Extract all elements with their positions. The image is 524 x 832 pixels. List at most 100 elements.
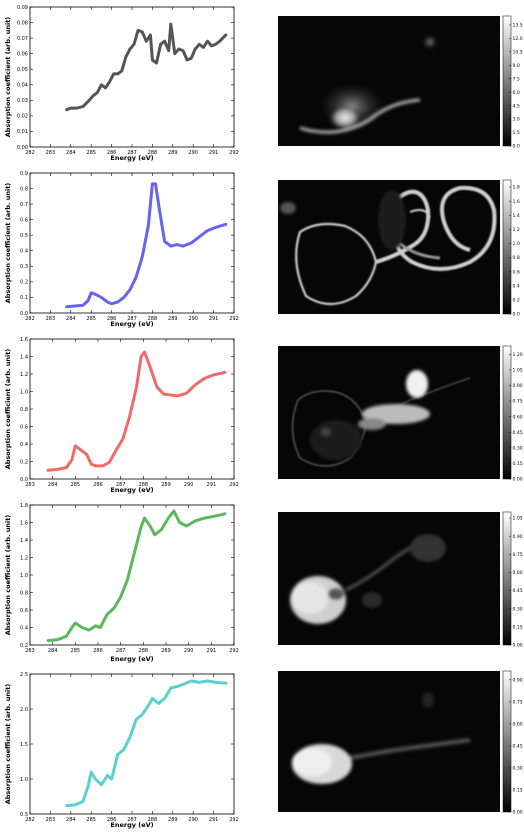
colorbar: 0.00 0.15 0.30 0.45 0.60 0.75 0.90 1.05 bbox=[502, 511, 523, 649]
x-tick-label: 286 bbox=[107, 316, 117, 322]
x-tick-label: 284 bbox=[48, 482, 58, 488]
x-tick-label: 289 bbox=[168, 316, 178, 322]
colorbar-tick-label: 1.6 bbox=[513, 199, 520, 205]
y-tick-label: 0.2 bbox=[20, 459, 28, 465]
x-tick-label: 290 bbox=[188, 150, 198, 156]
colorbar-tick-label: 0.2 bbox=[513, 297, 520, 303]
y-tick-label: 1.4 bbox=[20, 354, 28, 360]
x-tick-label: 290 bbox=[184, 482, 194, 488]
y-tick-label: 0.4 bbox=[20, 625, 28, 631]
y-tick-label: 0.07 bbox=[17, 36, 28, 42]
colorbar-tick-label: 0.75 bbox=[513, 399, 523, 405]
y-tick-label: 0.05 bbox=[17, 67, 28, 73]
x-tick-label: 286 bbox=[107, 817, 117, 823]
x-tick-label: 286 bbox=[93, 482, 103, 488]
y-tick-label: 0.5 bbox=[20, 812, 28, 818]
y-tick-label: 0.0 bbox=[20, 477, 28, 483]
colorbar-tick-label: 4.5 bbox=[513, 103, 520, 109]
colorbar-tick-label: 3.0 bbox=[513, 117, 520, 123]
colorbar-tick-label: 0.45 bbox=[513, 744, 523, 750]
y-tick-label: 0.6 bbox=[20, 608, 28, 614]
y-tick-label: 0.09 bbox=[17, 5, 28, 11]
y-tick-label: 0.4 bbox=[20, 442, 28, 448]
y-tick-label: 1.0 bbox=[20, 573, 28, 579]
x-tick-label: 287 bbox=[127, 817, 137, 823]
x-tick-label: 289 bbox=[168, 150, 178, 156]
colorbar: 0.00 0.15 0.30 0.45 0.60 0.75 0.90 bbox=[502, 670, 523, 816]
colorbar-tick-label: 1.05 bbox=[513, 516, 523, 522]
x-tick-label: 290 bbox=[184, 648, 194, 654]
y-tick-label: 0.7 bbox=[20, 202, 28, 208]
y-tick-label: 1.0 bbox=[20, 389, 28, 395]
x-tick-label: 284 bbox=[48, 648, 58, 654]
plot-frame bbox=[29, 172, 235, 314]
y-tick-label: 0.6 bbox=[20, 424, 28, 430]
x-tick-label: 292 bbox=[229, 482, 239, 488]
row-4: 283 284 285 286 287 288 289 290 291 2920.20.40.60… bbox=[4, 503, 523, 663]
y-axis-label: Absorption coefficient (arb. unit) bbox=[4, 684, 12, 805]
y-tick-label: 0.2 bbox=[20, 280, 28, 286]
colorbar-tick-label: 0.4 bbox=[513, 283, 520, 289]
x-tick-label: 282 bbox=[25, 316, 35, 322]
colorbar-gradient bbox=[502, 15, 512, 147]
colorbar-tick-label: 0.90 bbox=[513, 534, 523, 540]
absorption-map-3: 0.00 0.15 0.30 0.45 0.60 0.75 0.90 1.05 1.20 bbox=[278, 345, 523, 483]
x-tick-label: 284 bbox=[66, 817, 76, 823]
colorbar-tick-label: 0.30 bbox=[513, 606, 523, 612]
axes-ticks: 282 283 284 285 286 287 288 289 290 291 292 0.00 0.0… bbox=[17, 5, 239, 156]
x-tick-label: 289 bbox=[161, 648, 171, 654]
y-tick-label: 1.5 bbox=[20, 742, 28, 748]
y-tick-label: 2.0 bbox=[20, 707, 28, 713]
y-tick-label: 0.3 bbox=[20, 264, 28, 270]
y-tick-label: 1.0 bbox=[20, 777, 28, 783]
spectrum-plot-2: 282 283 284 285 286 287 288 289 290 291 292 0.0 0.1 0… bbox=[4, 171, 239, 328]
y-tick-label: 0.8 bbox=[20, 186, 28, 192]
x-tick-label: 283 bbox=[25, 648, 35, 654]
x-tick-label: 285 bbox=[86, 150, 96, 156]
colorbar-gradient bbox=[502, 345, 512, 480]
x-tick-label: 290 bbox=[188, 316, 198, 322]
colorbar-tick-label: 13.5 bbox=[513, 23, 523, 29]
x-tick-label: 287 bbox=[116, 648, 126, 654]
x-axis-label: Energy (eV) bbox=[110, 154, 153, 162]
colorbar-tick-label: 0.0 bbox=[513, 312, 520, 318]
spectrum-plot-1: 282 283 284 285 286 287 288 289 290 291 292 0.00 0.0… bbox=[4, 5, 239, 162]
colorbar-tick-label: 12.0 bbox=[513, 36, 523, 42]
colorbar-tick-label: 0.30 bbox=[513, 445, 523, 451]
y-axis-label: Absorption coefficient (arb. unit) bbox=[4, 515, 12, 636]
y-tick-label: 1.8 bbox=[20, 503, 28, 509]
x-tick-label: 284 bbox=[66, 150, 76, 156]
y-tick-label: 0.0 bbox=[20, 311, 28, 317]
spectrum-plot-3: 283 284 285 286 287 288 289 290 291 292 0.0 0.2 0.4 0… bbox=[4, 337, 239, 494]
colorbar: 0.0 0.2 0.4 0.6 0.8 1.0 1.2 1.4 1.6 1.8 bbox=[502, 179, 520, 318]
colorbar-tick-label: 0.45 bbox=[513, 430, 523, 436]
y-tick-label: 1.4 bbox=[20, 538, 28, 544]
x-tick-label: 287 bbox=[127, 316, 137, 322]
spectrum-line bbox=[46, 350, 227, 472]
colorbar-tick-label: 0.60 bbox=[513, 721, 523, 727]
x-tick-label: 292 bbox=[229, 316, 239, 322]
colorbar-tick-label: 1.4 bbox=[513, 213, 520, 219]
y-axis-label: Absorption coefficient (arb. unit) bbox=[4, 183, 12, 304]
x-tick-label: 286 bbox=[93, 648, 103, 654]
y-tick-label: 0.8 bbox=[20, 590, 28, 596]
colorbar-tick-label: 10.5 bbox=[513, 49, 523, 55]
x-tick-label: 291 bbox=[209, 316, 219, 322]
x-tick-label: 291 bbox=[209, 150, 219, 156]
x-tick-label: 291 bbox=[207, 482, 217, 488]
colorbar: 0.00 0.15 0.30 0.45 0.60 0.75 0.90 1.05 1.20 bbox=[502, 345, 523, 483]
x-tick-label: 285 bbox=[71, 482, 81, 488]
colorbar-tick-label: 1.5 bbox=[513, 130, 520, 136]
colorbar-tick-label: 1.05 bbox=[513, 367, 523, 373]
y-axis-label: Absorption coefficient (arb. unit) bbox=[4, 17, 12, 138]
colorbar-tick-label: 1.20 bbox=[513, 352, 523, 358]
x-axis-label: Energy (eV) bbox=[110, 320, 153, 328]
colorbar-tick-label: 0.30 bbox=[513, 766, 523, 772]
colorbar-gradient bbox=[502, 670, 512, 813]
y-tick-label: 1.2 bbox=[20, 555, 28, 561]
spectrum-plot-5: 282 283 284 285 286 287 288 289 290 291 292 0.5 1.0 1… bbox=[4, 672, 239, 829]
x-axis-label: Energy (eV) bbox=[110, 486, 153, 494]
x-tick-label: 292 bbox=[229, 817, 239, 823]
y-tick-label: 2.5 bbox=[20, 672, 28, 678]
